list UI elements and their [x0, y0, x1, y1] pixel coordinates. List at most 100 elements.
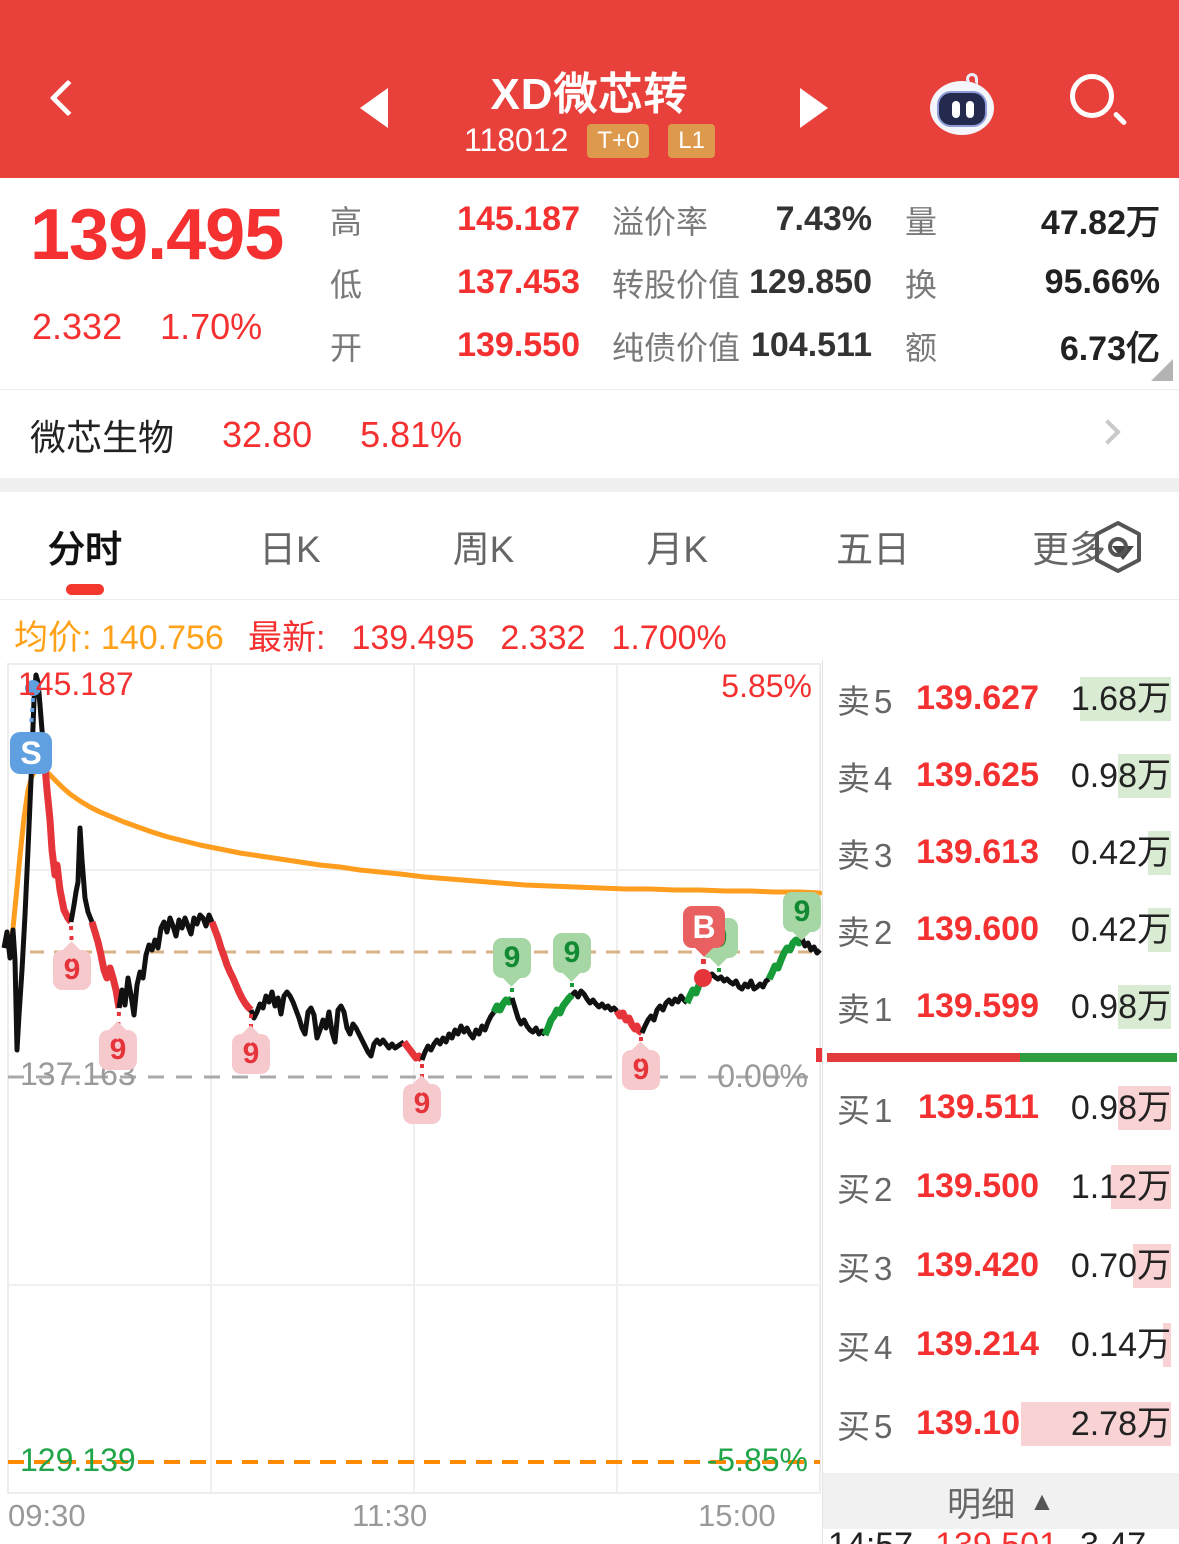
prev-stock-icon[interactable]	[360, 88, 388, 128]
amount-value: 6.73亿	[1059, 330, 1160, 368]
bid-row-4[interactable]: 买4 139.214 0.14万	[823, 1305, 1179, 1384]
detail-toggle-button[interactable]: 明细 ▲	[823, 1473, 1179, 1529]
bid-depth-bar	[1111, 1164, 1171, 1209]
bid-row-5[interactable]: 买5 139.100 2.78万	[823, 1384, 1179, 1463]
price-change: 2.332	[32, 306, 123, 347]
ask-volume: 0.42万	[1039, 906, 1171, 954]
chart-zero-pct-label: 0.00%	[717, 1058, 808, 1094]
nine-tag-red-4: 9	[403, 1084, 441, 1124]
high-value: 145.187	[457, 200, 580, 238]
period-tab-bar: 分时 日K 周K 月K 五日 更多	[0, 492, 1179, 600]
latest-price-value: 139.495	[351, 619, 475, 657]
conversion-value: 129.850	[749, 263, 872, 301]
nine-tag-green-2: 9	[553, 933, 591, 973]
average-price-text: 均价: 140.756	[14, 619, 224, 657]
bid-label: 买3	[837, 1249, 897, 1287]
ask-ratio-segment	[827, 1053, 1020, 1062]
underlying-change-pct: 5.81%	[360, 413, 463, 455]
bid-label: 买1	[837, 1091, 897, 1129]
expand-corner-icon[interactable]	[1151, 359, 1173, 381]
ask-row-3[interactable]: 卖3 139.613 0.42万	[823, 814, 1179, 891]
volume-label: 量	[905, 203, 938, 240]
bid-price: 139.420	[916, 1246, 1039, 1284]
tab-weekly-k[interactable]: 周K	[452, 528, 515, 570]
conversion-value-label: 转股价值	[612, 266, 741, 303]
ask-price: 139.599	[916, 987, 1039, 1025]
nine-tag-red-5: 9	[622, 1050, 660, 1090]
valuation-stats: 溢价率 7.43% 转股价值 129.850 纯债价值 104.511	[612, 188, 872, 377]
ask-label: 卖1	[837, 990, 897, 1028]
bid-row-2[interactable]: 买2 139.500 1.12万	[823, 1147, 1179, 1226]
ask-volume: 1.68万	[1039, 675, 1171, 723]
chart-high-label: 145.187	[18, 666, 134, 702]
underlying-price: 32.80	[222, 413, 313, 455]
bid-volume: 0.98万	[1039, 1084, 1171, 1132]
time-close: 15:00	[698, 1498, 776, 1533]
ask-label: 卖3	[837, 836, 897, 874]
nine-tag-red-1: 9	[53, 950, 91, 990]
assistant-robot-icon[interactable]	[930, 73, 994, 135]
time-midday: 11:30	[352, 1498, 428, 1533]
tick-price: 139.501	[935, 1526, 1058, 1544]
tab-five-day[interactable]: 五日	[836, 528, 911, 570]
bid-depth-bar	[1133, 1243, 1171, 1288]
ask-label: 卖4	[837, 759, 897, 797]
bid-price: 139.100	[916, 1404, 1039, 1442]
bid-ratio-segment	[1019, 1053, 1177, 1062]
search-icon[interactable]	[1066, 72, 1132, 138]
underlying-name: 微芯生物	[30, 416, 175, 458]
underlying-stock-row[interactable]: 微芯生物 32.80 5.81%	[0, 391, 1179, 478]
ask-row-5[interactable]: 卖5 139.627 1.68万	[823, 660, 1179, 737]
chart-canvas	[1, 663, 822, 1494]
bond-value-label: 纯债价值	[612, 329, 741, 366]
ask-row-1[interactable]: 卖1 139.599 0.98万	[823, 968, 1179, 1045]
sell-signal-badge: S	[10, 732, 52, 774]
bid-label: 买5	[837, 1407, 897, 1445]
latest-change-pct: 1.700%	[611, 619, 727, 657]
stock-code-row: 118012 T+0 L1	[0, 122, 1179, 159]
ask-price: 139.627	[916, 679, 1039, 717]
buy-signal-badge: B	[683, 906, 725, 948]
tab-monthly-k[interactable]: 月K	[646, 528, 709, 570]
ask-price: 139.625	[916, 756, 1039, 794]
stock-code: 118012	[464, 122, 569, 158]
bid-volume: 0.14万	[1039, 1321, 1171, 1369]
ask-depth-bar	[1080, 676, 1171, 721]
ask-price: 139.600	[916, 910, 1039, 948]
hlo-stats: 高 145.187 低 137.453 开 139.550	[330, 188, 580, 377]
latest-change-value: 2.332	[500, 619, 586, 657]
bid-price: 139.511	[917, 1088, 1039, 1126]
tab-minute[interactable]: 分时	[48, 519, 122, 595]
ask-volume: 0.98万	[1039, 752, 1171, 800]
bid-row-1[interactable]: 买1 139.511 0.98万	[823, 1068, 1179, 1147]
ask-row-4[interactable]: 卖4 139.625 0.98万	[823, 737, 1179, 814]
tab-daily-k[interactable]: 日K	[259, 528, 321, 570]
bid-volume: 2.78万	[1021, 1400, 1171, 1448]
chevron-right-icon	[1095, 419, 1121, 445]
l1-badge: L1	[668, 124, 715, 158]
tick-detail-row[interactable]: 14:57 139.501 3.47万	[828, 1526, 1179, 1544]
order-book-panel: 卖5 139.627 1.68万 卖4 139.625 0.98万 卖3 139…	[822, 660, 1179, 1544]
chart-settings-icon[interactable]	[1091, 520, 1145, 574]
ask-depth-bar	[1118, 984, 1171, 1029]
active-tab-indicator	[66, 583, 104, 595]
ask-label: 卖5	[837, 682, 897, 720]
high-label: 高	[330, 203, 363, 240]
ask-volume: 0.98万	[1039, 983, 1171, 1031]
bid-row-3[interactable]: 买3 139.420 0.70万	[823, 1226, 1179, 1305]
chart-low-pct-label: -5.85%	[706, 1442, 808, 1478]
average-price-value: 140.756	[100, 619, 224, 657]
ask-depth-bar	[1148, 830, 1171, 875]
bid-depth-bar	[1163, 1322, 1171, 1367]
chart-low-label: 129.139	[20, 1442, 136, 1478]
bid-price: 139.214	[916, 1325, 1039, 1363]
intraday-chart[interactable]: 145.187 5.85% 137.163 0.00% 129.139 -5.8…	[0, 660, 828, 1544]
next-stock-icon[interactable]	[800, 88, 828, 128]
section-divider	[0, 478, 1179, 492]
app-header: XD微芯转 118012 T+0 L1	[0, 0, 1179, 178]
low-label: 低	[330, 266, 363, 303]
volume-stats: 量 47.82万 换 95.66% 额 6.73亿	[905, 188, 1160, 377]
ask-label: 卖2	[837, 913, 897, 951]
ask-row-2[interactable]: 卖2 139.600 0.42万	[823, 891, 1179, 968]
